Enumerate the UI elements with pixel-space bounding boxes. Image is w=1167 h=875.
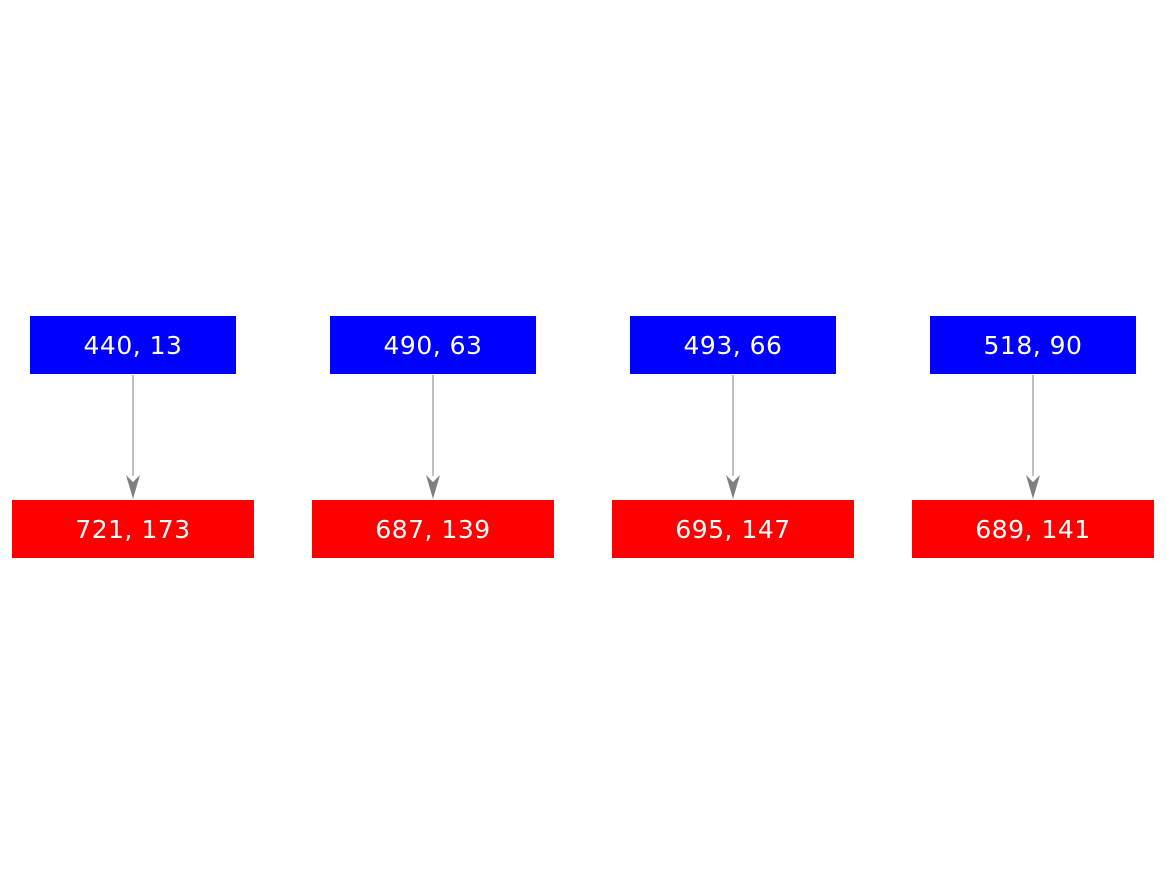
source-node-label: 490, 63 [383,330,483,360]
arrow-down-icon [126,375,140,499]
target-node-label: 689, 141 [975,514,1091,544]
target-node-label: 695, 147 [675,514,791,544]
source-node: 493, 66 [630,316,836,374]
arrow-down-icon [1026,375,1040,499]
target-node: 721, 173 [12,500,254,558]
source-node-label: 440, 13 [83,330,183,360]
target-node-label: 721, 173 [75,514,191,544]
target-node: 687, 139 [312,500,554,558]
source-node-label: 493, 66 [683,330,783,360]
arrow-down-icon [426,375,440,499]
source-node: 490, 63 [330,316,536,374]
source-node-label: 518, 90 [983,330,1083,360]
target-node-label: 687, 139 [375,514,491,544]
source-node: 518, 90 [930,316,1136,374]
target-node: 689, 141 [912,500,1154,558]
target-node: 695, 147 [612,500,854,558]
source-node: 440, 13 [30,316,236,374]
arrow-down-icon [726,375,740,499]
